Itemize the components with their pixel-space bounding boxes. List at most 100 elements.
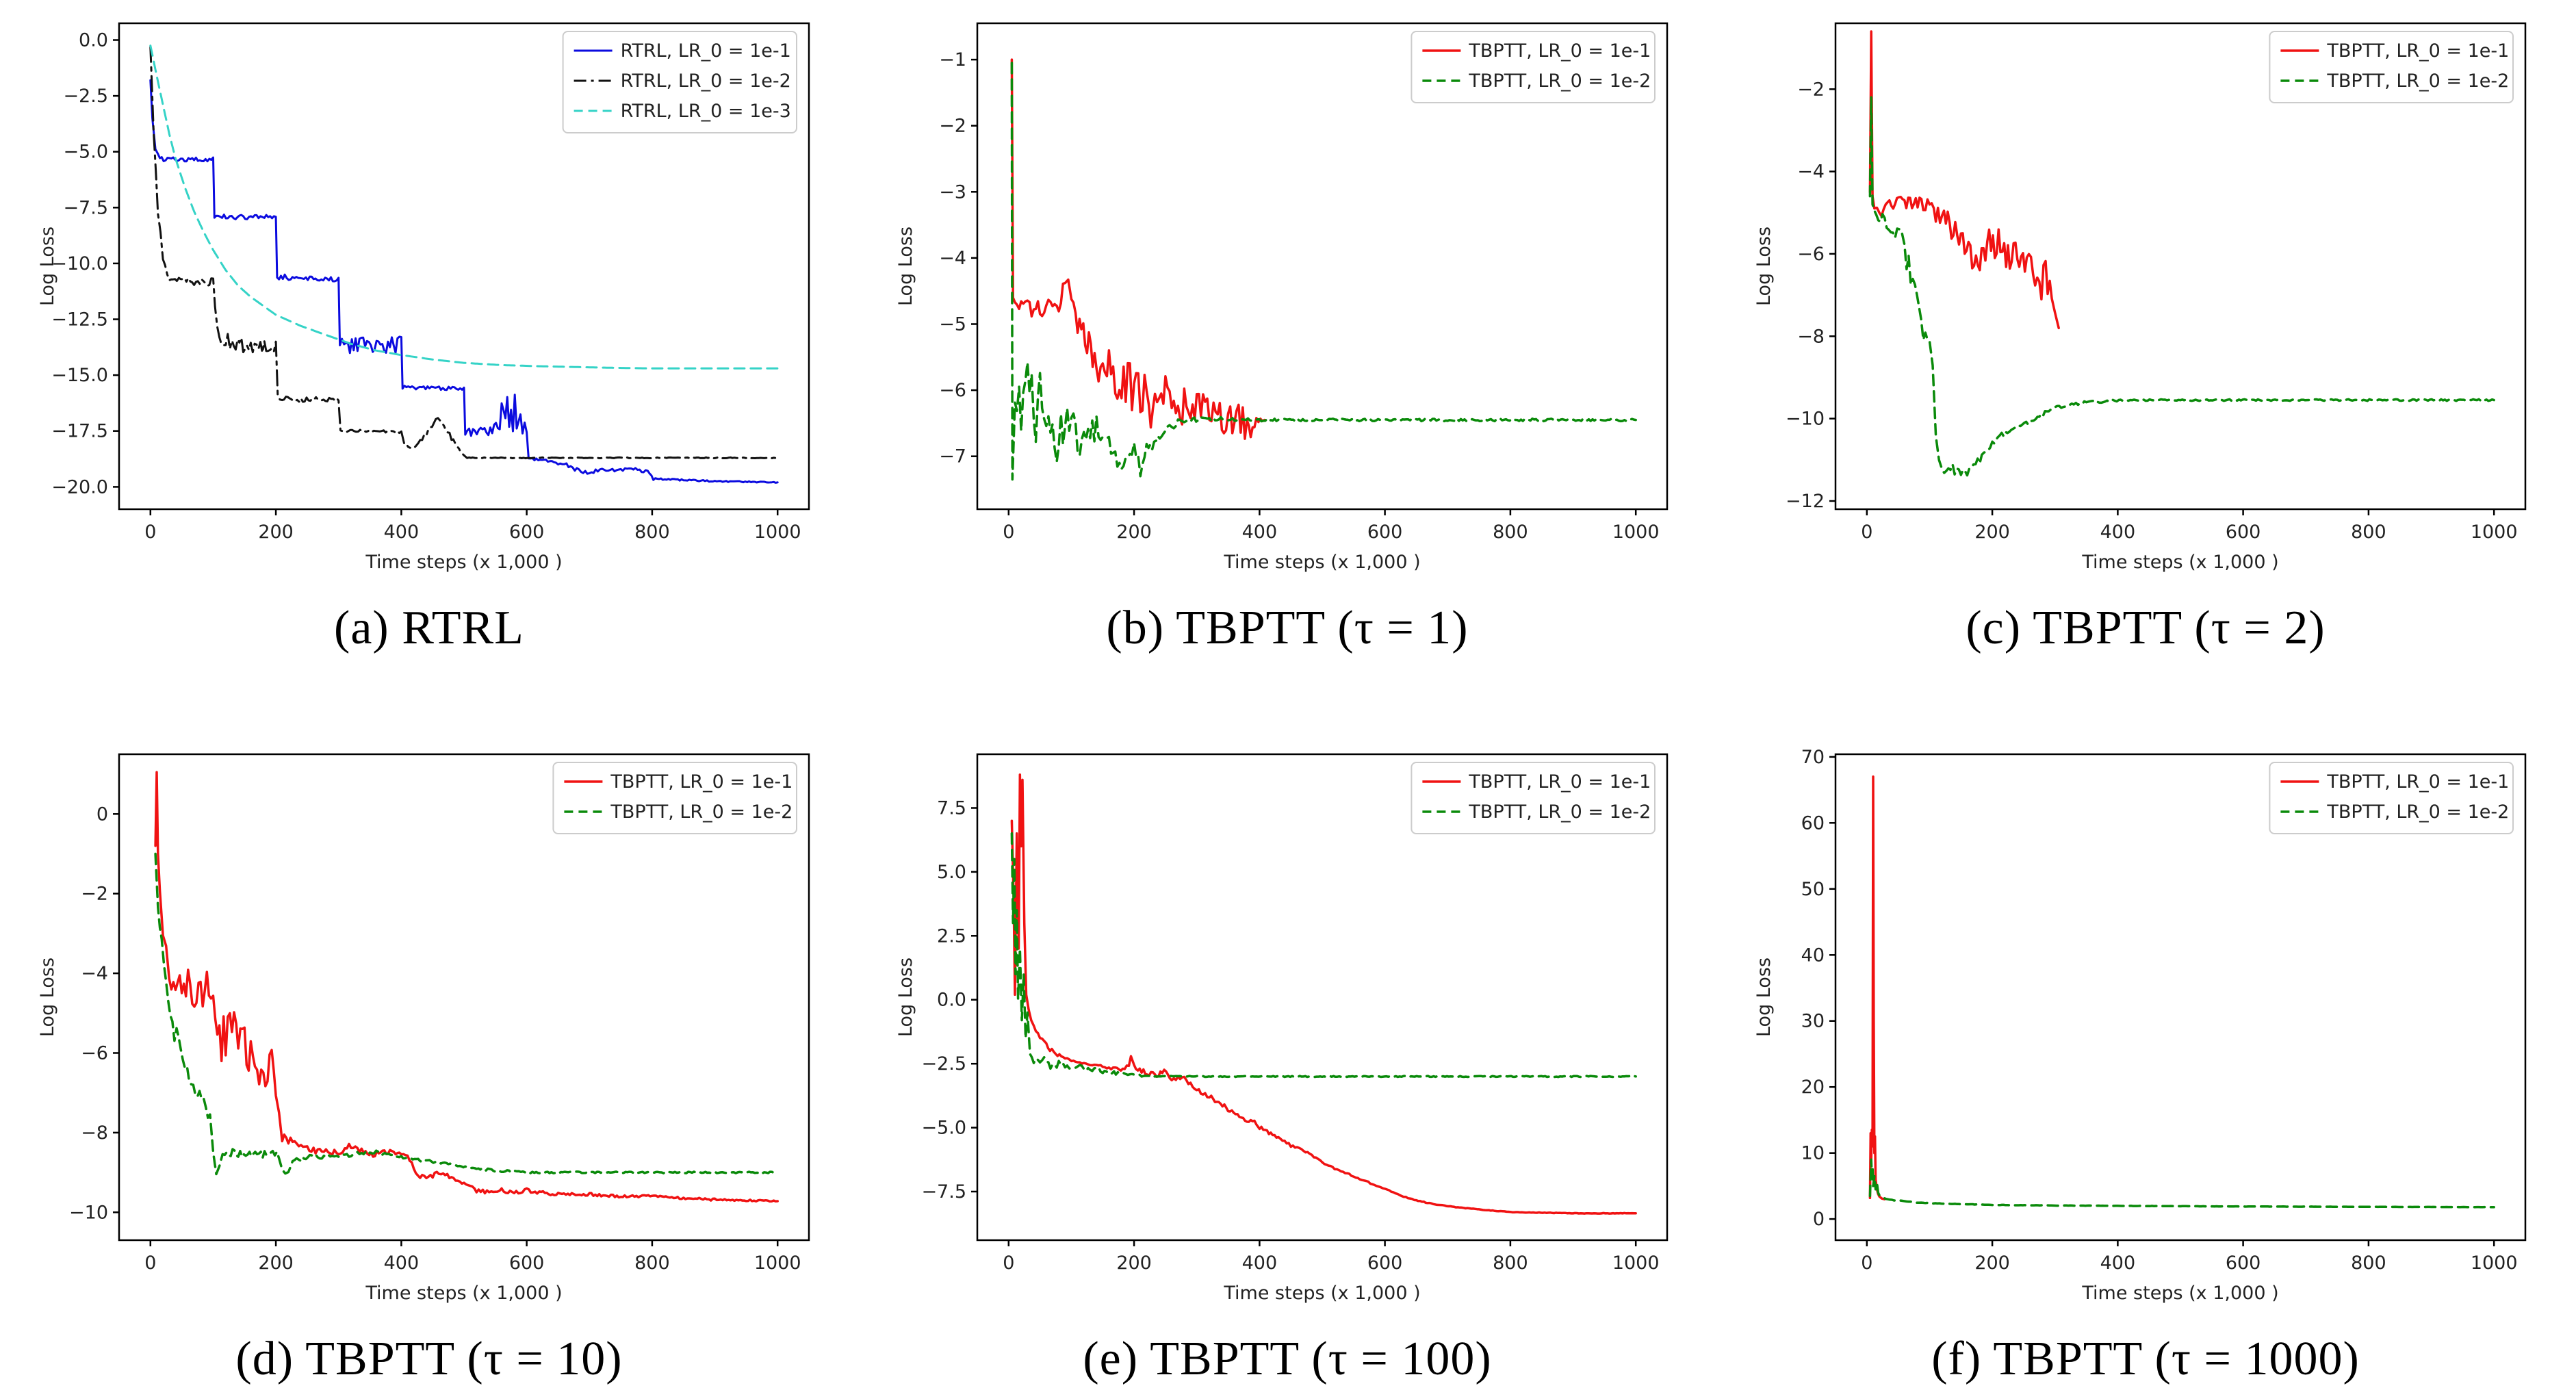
caption-d: (d) TBPTT (τ = 10) [235, 1333, 623, 1385]
y-axis: 0 10 20 30 40 50 60 70 Log Loss [1753, 747, 1836, 1230]
x-tick-label: 0 [1003, 522, 1014, 543]
y-tick-label: 20 [1801, 1077, 1825, 1098]
y-axis: 0.0 −2.5 −5.0 −7.5 −10.0 −12.5 −15.0 −17.5 −20.0… [37, 30, 119, 498]
chart-b-svg: 0 200 400 600 800 1000 Time steps (x 1,000 ) −1… [887, 11, 1688, 586]
x-axis: 0 200 400 600 800 1000 Time steps (x 1,000 ) [1861, 509, 2518, 573]
series-group [1868, 30, 2495, 477]
y-tick-label: −6 [81, 1043, 108, 1064]
panel-e: 0 200 400 600 800 1000 Time steps (x 1,000 ) 7.… [858, 694, 1716, 1388]
legend-box [1411, 31, 1656, 103]
legend: TBPTT, LR_0 = 1e-1 TBPTT, LR_0 = 1e-2 [1411, 762, 1656, 834]
x-tick-label: 400 [2100, 522, 2136, 543]
y-axis: −1 −2 −3 −4 −5 −6 −7 Log Loss [895, 49, 977, 467]
legend: TBPTT, LR_0 = 1e-1 TBPTT, LR_0 = 1e-2 [2269, 31, 2514, 103]
x-axis-label: Time steps (x 1,000 ) [1223, 1283, 1420, 1304]
x-tick-label: 400 [384, 522, 420, 543]
x-axis-label: Time steps (x 1,000 ) [2081, 552, 2278, 573]
x-tick-label: 400 [1242, 522, 1278, 543]
y-tick-label: −20.0 [51, 476, 108, 498]
x-axis-label: Time steps (x 1,000 ) [1223, 552, 1420, 573]
y-tick-label: −5 [939, 314, 966, 335]
y-tick-label: −10 [1786, 409, 1825, 430]
y-tick-label: −5.0 [921, 1118, 966, 1139]
x-tick-label: 1000 [2471, 522, 2518, 543]
x-tick-label: 200 [1116, 1252, 1152, 1274]
legend-box [552, 762, 798, 834]
x-axis: 0 200 400 600 800 1000 Time steps (x 1,000 ) [1003, 509, 1660, 573]
legend-label: TBPTT, LR_0 = 1e-2 [610, 801, 793, 823]
x-tick-label: 200 [258, 522, 294, 543]
y-tick-label: 50 [1801, 879, 1825, 900]
series-line [154, 852, 779, 1176]
y-tick-label: 0.0 [937, 990, 966, 1011]
y-tick-label: −12 [1786, 491, 1825, 512]
x-tick-label: 400 [384, 1252, 420, 1274]
legend-label: RTRL, LR_0 = 1e-2 [621, 70, 791, 92]
x-tick-label: 1000 [754, 522, 801, 543]
y-tick-label: −1 [939, 49, 966, 70]
y-tick-label: 5.0 [937, 862, 966, 883]
plot-frame [1834, 22, 2527, 511]
legend-label: TBPTT, LR_0 = 1e-2 [1468, 801, 1651, 823]
series-group [1010, 773, 1637, 1215]
chart-e-svg: 0 200 400 600 800 1000 Time steps (x 1,000 ) 7.… [887, 742, 1688, 1317]
y-tick-label: −6 [939, 380, 966, 401]
x-tick-label: 0 [144, 522, 156, 543]
x-axis: 0 200 400 600 800 1000 Time steps (x 1,000 ) [1861, 1240, 2518, 1304]
y-tick-label: 40 [1801, 944, 1825, 966]
chart-a-svg: 0 200 400 600 800 1000 Time steps (x 1,000 ) 0.… [29, 11, 829, 586]
series-line [1010, 773, 1637, 1215]
caption-f: (f) TBPTT (τ = 1000) [1931, 1333, 2360, 1385]
legend-label: TBPTT, LR_0 = 1e-1 [1468, 771, 1651, 793]
x-axis-label: Time steps (x 1,000 ) [365, 1283, 562, 1304]
legend-label: TBPTT, LR_0 = 1e-1 [1468, 40, 1651, 62]
legend: TBPTT, LR_0 = 1e-1 TBPTT, LR_0 = 1e-2 [552, 762, 798, 834]
y-axis-label: Log Loss [37, 958, 58, 1037]
y-axis: 0 −2 −4 −6 −8 −10 Log Loss [37, 804, 119, 1223]
x-axis: 0 200 400 600 800 1000 Time steps (x 1,000 ) [144, 509, 801, 573]
plot-frame [118, 753, 810, 1242]
x-tick-label: 800 [1493, 522, 1528, 543]
x-tick-label: 800 [2351, 1252, 2386, 1274]
x-axis: 0 200 400 600 800 1000 Time steps (x 1,000 ) [1003, 1240, 1660, 1304]
x-tick-label: 1000 [2471, 1252, 2518, 1274]
legend-label: RTRL, LR_0 = 1e-3 [621, 101, 791, 122]
legend-label: TBPTT, LR_0 = 1e-2 [2326, 70, 2509, 92]
chart-e-host: 0 200 400 600 800 1000 Time steps (x 1,000 ) 7.… [887, 742, 1688, 1317]
y-tick-label: −10 [69, 1202, 108, 1223]
y-tick-label: −4 [939, 248, 966, 269]
chart-c-svg: 0 200 400 600 800 1000 Time steps (x 1,000 ) −2… [1745, 11, 2546, 586]
y-axis: −2 −4 −6 −8 −10 −12 Log Loss [1753, 79, 1836, 512]
caption-b: (b) TBPTT (τ = 1) [1106, 602, 1469, 654]
y-tick-label: −5.0 [63, 142, 108, 163]
x-tick-label: 200 [1116, 522, 1152, 543]
x-tick-label: 600 [1367, 1252, 1403, 1274]
x-tick-label: 1000 [754, 1252, 801, 1274]
y-tick-label: −2.5 [921, 1053, 966, 1075]
y-axis-label: Log Loss [1753, 227, 1775, 306]
x-tick-label: 400 [1242, 1252, 1278, 1274]
legend-label: TBPTT, LR_0 = 1e-2 [2326, 801, 2509, 823]
legend-label: TBPTT, LR_0 = 1e-2 [1468, 70, 1651, 92]
series-line [1868, 96, 2495, 477]
y-axis-label: Log Loss [37, 227, 58, 306]
series-line [1010, 832, 1637, 1079]
panel-b: 0 200 400 600 800 1000 Time steps (x 1,000 ) −1… [858, 0, 1716, 694]
series-line [149, 44, 779, 370]
x-axis-label: Time steps (x 1,000 ) [365, 552, 562, 573]
series-group [1010, 58, 1637, 481]
series-line [1868, 30, 2060, 330]
legend-label: RTRL, LR_0 = 1e-1 [621, 40, 791, 62]
x-tick-label: 1000 [1612, 522, 1660, 543]
chart-f-svg: 0 200 400 600 800 1000 Time steps (x 1,000 ) 0 1… [1745, 742, 2546, 1317]
chart-f-host: 0 200 400 600 800 1000 Time steps (x 1,000 ) 0 1… [1745, 742, 2546, 1317]
legend-label: TBPTT, LR_0 = 1e-1 [2326, 771, 2509, 793]
y-tick-label: 0.0 [79, 30, 108, 51]
legend-box [562, 31, 797, 133]
x-tick-label: 0 [144, 1252, 156, 1274]
panel-a: 0 200 400 600 800 1000 Time steps (x 1,000 ) 0.… [0, 0, 858, 694]
legend: TBPTT, LR_0 = 1e-1 TBPTT, LR_0 = 1e-2 [1411, 31, 1656, 103]
plot-frame [976, 753, 1669, 1242]
legend-label: TBPTT, LR_0 = 1e-1 [2326, 40, 2509, 62]
y-tick-label: −8 [81, 1122, 108, 1144]
